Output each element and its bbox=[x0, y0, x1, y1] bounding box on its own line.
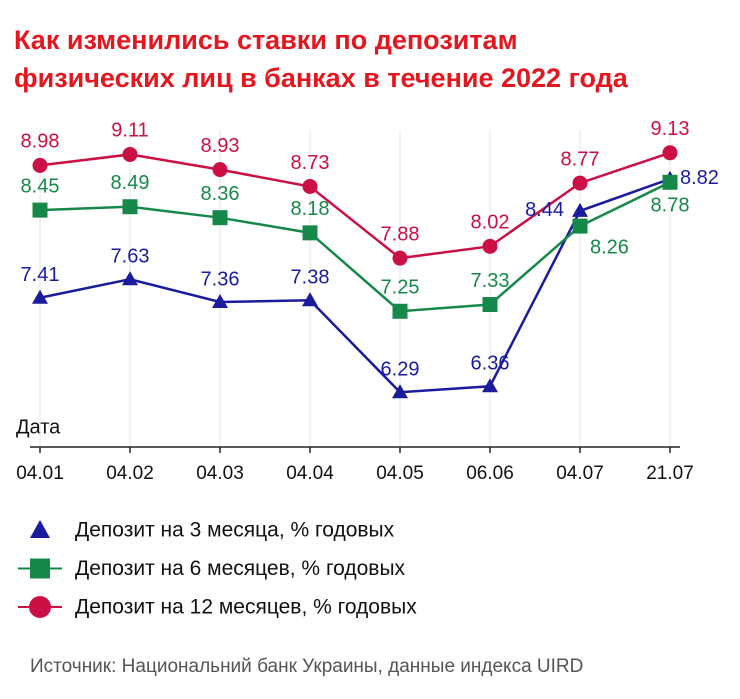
x-tick-label: 04.07 bbox=[556, 463, 604, 484]
chart-title: физических лиц в банках в течение 2022 г… bbox=[14, 63, 629, 93]
data-label: 7.25 bbox=[381, 277, 420, 299]
data-label: 8.77 bbox=[561, 148, 600, 170]
x-tick-label: 04.02 bbox=[106, 463, 154, 484]
data-label: 8.44 bbox=[525, 199, 564, 221]
x-tick-label: 04.04 bbox=[286, 463, 334, 484]
marker bbox=[572, 175, 588, 191]
series-line bbox=[39, 181, 671, 313]
data-label: 8.93 bbox=[201, 135, 240, 157]
data-label: 7.41 bbox=[21, 264, 60, 286]
x-axis-title: Дата bbox=[16, 416, 61, 438]
data-label: 8.73 bbox=[291, 152, 330, 174]
data-label: 8.49 bbox=[111, 172, 150, 194]
data-label: 8.98 bbox=[21, 131, 60, 153]
data-label: 8.82 bbox=[680, 167, 719, 189]
marker bbox=[302, 178, 318, 194]
marker bbox=[122, 271, 138, 286]
marker bbox=[32, 202, 48, 218]
series-line bbox=[39, 151, 671, 260]
marker bbox=[572, 202, 588, 217]
marker bbox=[122, 146, 138, 162]
marker bbox=[32, 157, 48, 173]
legend-marker bbox=[29, 596, 51, 618]
x-tick-label: 04.03 bbox=[196, 463, 244, 484]
data-label: 8.78 bbox=[651, 195, 690, 217]
data-label: 7.88 bbox=[381, 223, 420, 245]
marker bbox=[392, 384, 408, 399]
marker bbox=[482, 238, 498, 254]
marker bbox=[662, 174, 678, 190]
data-label: 6.36 bbox=[471, 353, 510, 375]
data-label: 8.26 bbox=[590, 236, 629, 258]
marker bbox=[32, 289, 48, 304]
marker bbox=[212, 293, 228, 308]
data-label: 8.45 bbox=[21, 175, 60, 197]
marker bbox=[302, 225, 318, 241]
legend-marker bbox=[30, 558, 50, 579]
data-label: 7.36 bbox=[201, 268, 240, 290]
marker bbox=[122, 199, 138, 215]
data-label: 9.11 bbox=[111, 120, 148, 142]
chart-title: Как изменились ставки по депозитам bbox=[14, 25, 518, 55]
data-label: 8.36 bbox=[201, 183, 240, 205]
legend-marker bbox=[30, 520, 50, 538]
marker bbox=[662, 145, 678, 161]
marker bbox=[212, 162, 228, 178]
x-tick-label: 06.06 bbox=[466, 463, 514, 484]
legend-label: Депозит на 6 месяцев, % годовых bbox=[75, 557, 406, 580]
data-label: 7.63 bbox=[111, 246, 150, 268]
legend-label: Депозит на 12 месяцев, % годовых bbox=[75, 596, 417, 619]
marker bbox=[482, 378, 498, 393]
marker bbox=[572, 218, 588, 234]
marker bbox=[302, 292, 318, 307]
marker bbox=[212, 210, 228, 226]
data-label: 9.13 bbox=[651, 118, 690, 140]
x-tick-label: 04.05 bbox=[376, 463, 424, 484]
marker bbox=[482, 297, 498, 313]
x-tick-label: 04.01 bbox=[16, 463, 64, 484]
data-label: 8.02 bbox=[471, 212, 510, 234]
marker bbox=[392, 303, 408, 319]
source-note: Источник: Национальний банк Украины, дан… bbox=[30, 656, 583, 677]
legend-label: Депозит на 3 месяца, % годовых bbox=[75, 519, 395, 542]
x-tick-label: 21.07 bbox=[646, 463, 694, 484]
data-label: 7.38 bbox=[291, 267, 330, 289]
data-label: 8.18 bbox=[291, 198, 330, 220]
marker bbox=[392, 250, 408, 266]
data-label: 7.33 bbox=[471, 270, 510, 292]
data-label: 6.29 bbox=[381, 358, 420, 380]
